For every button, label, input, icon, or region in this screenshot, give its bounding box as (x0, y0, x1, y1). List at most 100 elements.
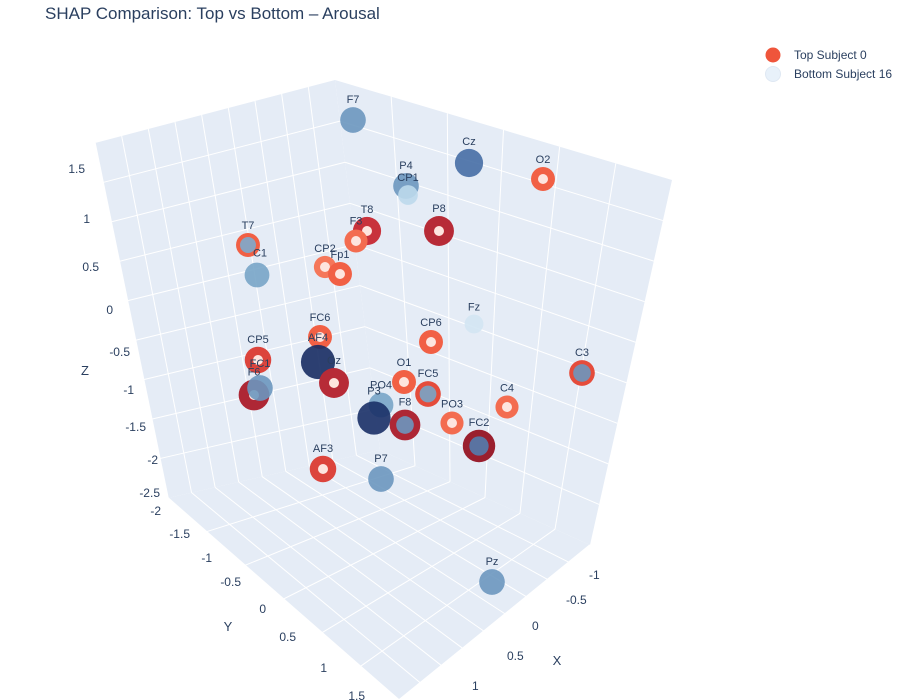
legend[interactable]: Top Subject 0 Bottom Subject 16 (765, 47, 893, 82)
bottom-subject-point (469, 436, 489, 456)
top-subject-point-center (315, 332, 325, 342)
electrode-label: FC5 (418, 368, 439, 380)
electrode-label: C3 (575, 347, 589, 359)
bottom-subject-point (396, 416, 414, 434)
y-tick-label: -1 (201, 551, 212, 565)
electrode-marker-T7: T7 (236, 220, 260, 257)
top-subject-point-center (538, 174, 548, 184)
electrode-label: FC1 (250, 358, 271, 370)
electrode-label: Fp1 (331, 249, 350, 261)
gridline (281, 93, 334, 461)
electrode-label: P8 (432, 203, 445, 215)
top-subject-point-center (318, 464, 328, 474)
axis-edge (398, 544, 591, 700)
y-tick-label: 1.5 (348, 689, 365, 700)
gridline (135, 285, 361, 341)
electrode-marker-FC6: FC6 (308, 312, 332, 349)
gridline (119, 202, 351, 262)
back-wall-left (95, 80, 380, 498)
electrode-marker-CP6: CP6 (419, 317, 443, 354)
bottom-subject-point (244, 262, 270, 288)
electrode-marker-PO3: PO3 (440, 398, 464, 435)
3d-scene[interactable]: -2.5-2-1.5-1-0.500.511.5-2-1.5-1-0.500.5… (68, 80, 672, 700)
z-tick-label: 1.5 (68, 162, 85, 176)
legend-label: Top Subject 0 (794, 48, 867, 62)
top-subject-point-center (320, 262, 330, 272)
x-tick-label: -1 (589, 568, 600, 582)
electrode-marker-FC2: FC2 (462, 417, 496, 463)
gridline (390, 96, 416, 466)
electrode-marker-Oz: Oz (319, 355, 349, 398)
gridline (127, 243, 356, 302)
gridline (244, 481, 451, 566)
y-tick-label: 1 (320, 661, 327, 675)
z-tick-label: -2.5 (139, 486, 160, 500)
top-subject-point-center (329, 378, 339, 388)
electrode-label: Cz (462, 136, 475, 148)
electrode-label: CP5 (247, 334, 268, 346)
chart-title: SHAP Comparison: Top vs Bottom – Arousal (45, 4, 380, 23)
gridline (147, 128, 216, 488)
electrode-label: AF3 (313, 443, 333, 455)
electrode-label: T7 (242, 220, 255, 232)
gridline (174, 121, 240, 483)
electrode-label: F8 (399, 397, 412, 409)
z-tick-label: -1.5 (125, 420, 146, 434)
legend-item-0[interactable]: Top Subject 0 (765, 47, 868, 63)
electrode-marker-P7: P7 (368, 453, 394, 492)
bottom-subject-point (573, 364, 591, 382)
electrode-marker-F3: F3 (344, 215, 368, 253)
gridline (554, 163, 617, 530)
electrode-label: P4 (399, 160, 412, 172)
electrode-label: F7 (347, 94, 360, 106)
electrode-marker-F8: F8 (389, 397, 421, 441)
x-tick-label: -0.5 (566, 593, 587, 607)
y-tick-label: 0.5 (279, 630, 296, 644)
gridline (339, 120, 664, 222)
electrode-label: PO4 (370, 380, 392, 392)
electrode-label: T8 (361, 204, 374, 216)
legend-item-1[interactable]: Bottom Subject 16 (765, 66, 893, 82)
gridline (102, 120, 341, 183)
floor-pane (168, 450, 590, 700)
electrode-label: P7 (374, 453, 387, 465)
bottom-subject-point (419, 385, 437, 403)
gridline (159, 408, 376, 460)
electrode-label: FC6 (310, 312, 331, 324)
electrode-marker-P3: P3 (357, 385, 391, 435)
gridline (283, 497, 486, 600)
bottom-subject-point (240, 237, 256, 253)
electrode-marker-Pz: Pz (479, 556, 505, 595)
electrode-marker-C3: C3 (569, 347, 595, 386)
electrode-marker-O2: O2 (531, 154, 555, 191)
top-subject-point-center (434, 226, 444, 236)
bottom-subject-point (340, 107, 366, 133)
gridline (254, 100, 310, 467)
gridline (121, 135, 193, 493)
electrode-label: O1 (397, 357, 412, 369)
top-subject-point-center (502, 402, 512, 412)
electrode-label: FC2 (469, 417, 490, 429)
gridline (364, 326, 618, 424)
bottom-subject-point (464, 314, 484, 334)
electrode-label: Oz (327, 355, 341, 367)
electrode-marker-C1: C1 (244, 248, 270, 288)
electrode-marker-C4: C4 (495, 382, 519, 419)
x-axis-title: X (553, 653, 562, 668)
z-tick-label: -2 (147, 453, 158, 467)
electrode-label: Pz (486, 556, 499, 568)
bottom-subject-point (357, 401, 391, 435)
gridline (321, 512, 521, 634)
electrode-label: CP2 (314, 243, 335, 255)
z-tick-label: 0 (106, 303, 113, 317)
y-tick-label: -0.5 (220, 575, 241, 589)
z-axis-title: Z (81, 363, 89, 378)
top-subject-point-center (335, 269, 345, 279)
electrode-label: P3 (367, 385, 380, 397)
axis-edge (167, 497, 400, 700)
y-tick-label: -2 (150, 504, 161, 518)
electrode-marker-O1: O1 (392, 357, 416, 394)
x-tick-label: 1 (472, 679, 479, 693)
electrode-label: PO3 (441, 398, 463, 410)
